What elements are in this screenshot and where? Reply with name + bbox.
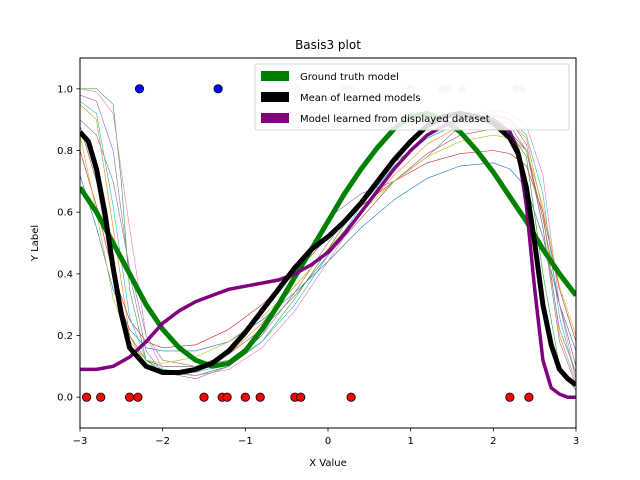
x-tick-label-2: −2 bbox=[155, 436, 170, 447]
x-tick-label-7: 3 bbox=[573, 436, 579, 447]
y-axis: 0.0 0.2 0.4 0.6 0.8 1.0 bbox=[57, 84, 80, 404]
legend-label-2: Mean of learned models bbox=[300, 93, 421, 104]
legend-swatch-3 bbox=[261, 113, 289, 123]
data-point-red_y0-11 bbox=[296, 392, 306, 402]
data-point-red_y0-4 bbox=[133, 392, 143, 402]
data-point-red_y0-8 bbox=[240, 392, 250, 402]
x-tick-label-1: −3 bbox=[73, 436, 88, 447]
series-line-1 bbox=[80, 111, 576, 369]
x-tick-label-4: 0 bbox=[325, 436, 331, 447]
y-tick-label-3: 0.4 bbox=[57, 269, 73, 280]
legend-swatch-2 bbox=[261, 92, 289, 102]
chart-title: Basis3 plot bbox=[295, 38, 361, 52]
data-point-red_y0-3 bbox=[125, 392, 135, 402]
learned-model-line-8 bbox=[80, 119, 576, 373]
y-tick-label-4: 0.6 bbox=[57, 208, 73, 219]
data-point-red_y0-1 bbox=[82, 392, 92, 402]
legend-swatch-1 bbox=[261, 71, 289, 81]
learned-model-line-9 bbox=[80, 134, 576, 364]
legend: Ground truth model Mean of learned models… bbox=[254, 63, 570, 131]
y-axis-label: Y Label bbox=[30, 225, 41, 262]
x-axis: −3 −2 −1 0 1 2 3 bbox=[73, 428, 579, 447]
data-point-red_y0-9 bbox=[255, 392, 265, 402]
data-point-red_y0-13 bbox=[505, 392, 515, 402]
y-tick-label-2: 0.2 bbox=[57, 331, 73, 342]
x-tick-label-3: −1 bbox=[238, 436, 253, 447]
data-point-blue_y1-1 bbox=[134, 84, 145, 94]
x-tick-label-6: 2 bbox=[490, 436, 496, 447]
y-tick-label-1: 0.0 bbox=[57, 393, 73, 404]
x-axis-label: X Value bbox=[309, 458, 347, 469]
legend-label-3: Model learned from displayed dataset bbox=[300, 114, 490, 125]
data-point-red_y0-7 bbox=[222, 392, 232, 402]
x-tick-label-5: 1 bbox=[407, 436, 413, 447]
data-point-blue_y1-2 bbox=[213, 84, 223, 94]
series-line-2 bbox=[80, 111, 576, 387]
legend-box bbox=[254, 63, 570, 131]
data-point-red_y0-12 bbox=[346, 392, 356, 402]
legend-label-1: Ground truth model bbox=[300, 72, 399, 83]
data-point-red_y0-5 bbox=[199, 392, 209, 402]
series-line-3 bbox=[80, 114, 576, 399]
y-tick-label-5: 0.8 bbox=[57, 146, 73, 157]
y-tick-label-6: 1.0 bbox=[57, 84, 73, 95]
data-point-red_y0-2 bbox=[96, 392, 106, 402]
data-point-red_y0-14 bbox=[524, 392, 534, 402]
plot-area bbox=[80, 84, 576, 402]
